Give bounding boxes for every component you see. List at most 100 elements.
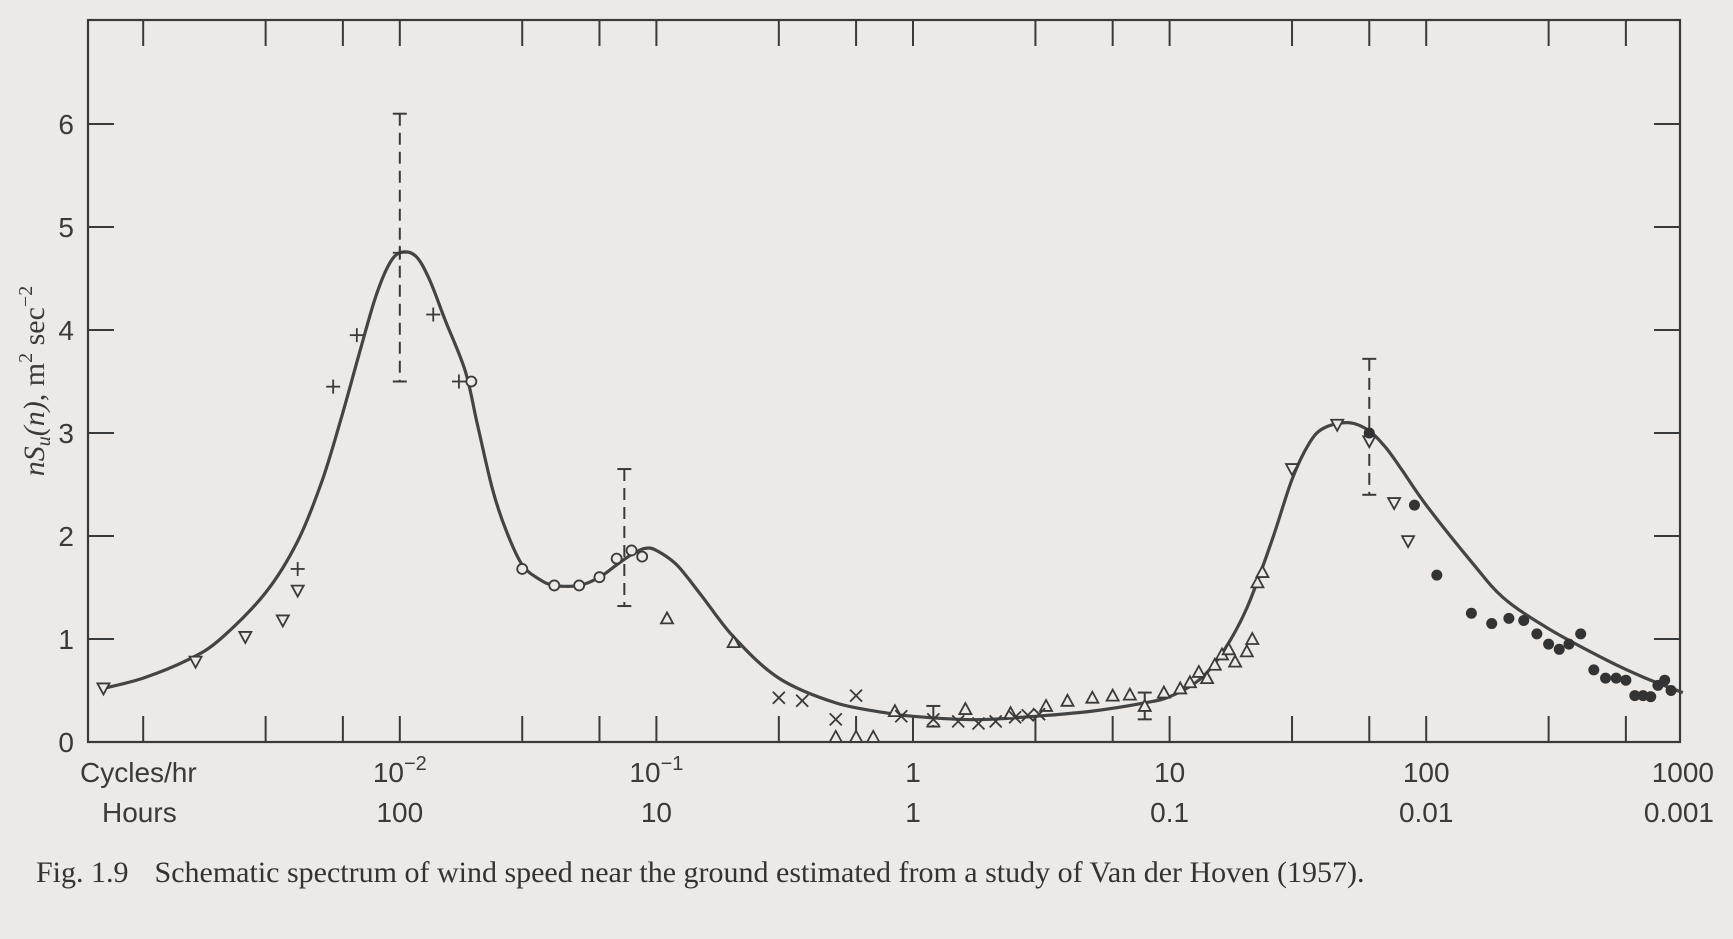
y-tick-label: 6 — [58, 109, 74, 140]
data-point-circle-open — [465, 375, 478, 388]
data-point-triangle-up — [1084, 689, 1100, 704]
data-point-triangle-up — [828, 728, 844, 743]
data-point-triangle-up — [1122, 686, 1138, 701]
data-point-triangle-up — [1254, 564, 1270, 578]
data-point-triangle-down — [188, 655, 204, 670]
data-point-triangle-up — [1244, 631, 1260, 645]
data-point-circle-open — [548, 579, 561, 592]
data-point-circle-open — [516, 563, 529, 575]
error-bar — [617, 468, 632, 608]
data-point-circle-filled — [1486, 618, 1498, 630]
data-point-circle-open — [636, 550, 649, 563]
data-point-triangle-down — [1329, 418, 1345, 433]
x-tick-label-cycles: 1 — [905, 757, 921, 788]
x-tick-label-cycles: 1000 — [1652, 757, 1714, 788]
data-point-triangle-up — [865, 728, 881, 743]
data-point-circle-filled — [1543, 638, 1555, 650]
data-point-triangle-up — [1182, 674, 1198, 689]
marker-series-circle-filled — [1363, 427, 1677, 703]
data-point-circle-filled — [1600, 672, 1612, 684]
data-point-circle-open — [625, 544, 638, 557]
data-point-circle-filled — [1431, 569, 1443, 581]
data-point-plus — [392, 245, 407, 260]
data-point-circle-filled — [1588, 664, 1600, 676]
data-point-circle-filled — [1363, 427, 1375, 439]
data-point-circle-filled — [1665, 685, 1677, 696]
data-point-circle-filled — [1620, 674, 1632, 686]
plot-border — [86, 18, 1682, 744]
data-point-cross — [894, 709, 908, 723]
data-point-circle-filled — [1531, 628, 1543, 640]
y-tick-label: 2 — [58, 521, 74, 552]
data-point-triangle-down — [1386, 497, 1402, 511]
data-point-circle-filled — [1629, 690, 1641, 702]
data-point-triangle-down — [95, 682, 111, 697]
data-point-triangle-up — [1207, 656, 1223, 671]
data-point-triangle-up — [957, 701, 973, 715]
data-point-circle-filled — [1518, 614, 1530, 626]
data-point-circle-filled — [1465, 607, 1477, 619]
data-point-plus — [426, 307, 441, 322]
y-tick-label: 3 — [58, 418, 74, 449]
y-tick-label: 0 — [58, 727, 74, 758]
data-point-circle-filled — [1408, 499, 1420, 511]
data-point-cross — [989, 714, 1003, 729]
data-point-circle-filled — [1553, 643, 1565, 655]
caption-text: Schematic spectrum of wind speed near th… — [154, 856, 1365, 889]
data-point-cross — [772, 691, 786, 705]
data-point-triangle-up — [1191, 664, 1207, 678]
x-tick-label-cycles: 100 — [1403, 757, 1450, 788]
y-tick-label: 4 — [58, 315, 74, 346]
figure-caption: Fig. 1.9 Schematic spectrum of wind speed… — [36, 856, 1364, 890]
data-point-plus — [349, 328, 364, 343]
data-point-circle-open — [593, 571, 606, 584]
x-tick-label-cycles: 10−1 — [629, 753, 683, 788]
x-tick-label-hours: 0.001 — [1644, 797, 1714, 828]
data-point-triangle-up — [1249, 574, 1265, 589]
data-point-triangle-up — [1199, 670, 1215, 685]
x-tick-label-hours: 0.1 — [1150, 797, 1189, 828]
data-point-triangle-down — [237, 631, 253, 645]
data-point-triangle-down — [275, 614, 291, 629]
data-point-circle-filled — [1563, 638, 1575, 650]
error-bar — [1362, 357, 1377, 496]
data-point-cross — [1032, 707, 1046, 721]
data-point-triangle-down — [290, 584, 306, 599]
y-tick-label: 5 — [58, 212, 74, 243]
data-point-triangle-up — [848, 728, 864, 743]
y-axis-label-text: nSu(n), m2 sec−2 — [15, 286, 55, 476]
data-point-cross — [1021, 708, 1035, 722]
data-markers — [95, 245, 1677, 743]
marker-series-circle-open — [465, 375, 649, 592]
data-point-cross — [926, 712, 940, 726]
data-point-plus — [451, 374, 466, 389]
y-tick-labels: 0 1 2 3 4 5 6 — [58, 109, 74, 758]
data-point-plus — [326, 379, 341, 394]
x-tick-label-cycles: 10−2 — [373, 753, 427, 788]
error-bars — [392, 112, 1377, 728]
x-tick-label-hours: 0.01 — [1399, 797, 1454, 828]
x-tick-label-cycles: Cycles/hr — [80, 757, 197, 788]
data-point-cross — [795, 694, 809, 708]
marker-series-plus — [290, 245, 466, 576]
data-point-cross — [849, 689, 863, 703]
data-point-circle-filled — [1575, 628, 1587, 640]
x-tick-label-hours: 10 — [641, 797, 672, 828]
data-point-circle-open — [610, 552, 623, 565]
data-point-cross — [951, 714, 965, 729]
data-point-triangle-up — [1105, 687, 1121, 702]
data-point-triangle-up — [1227, 653, 1243, 668]
x-tick-label-hours: 100 — [376, 797, 423, 828]
data-point-cross — [1008, 710, 1022, 724]
data-point-cross — [829, 712, 843, 726]
data-point-triangle-up — [1239, 643, 1255, 658]
marker-series-cross — [772, 689, 1046, 731]
data-point-triangle-down — [1284, 463, 1300, 477]
data-point-circle-filled — [1610, 672, 1622, 684]
data-point-triangle-up — [1156, 684, 1172, 699]
y-tick-label: 1 — [58, 624, 74, 655]
data-point-triangle-up — [1059, 692, 1076, 707]
spectrum-curve — [103, 250, 1684, 722]
data-point-circle-open — [573, 579, 586, 592]
